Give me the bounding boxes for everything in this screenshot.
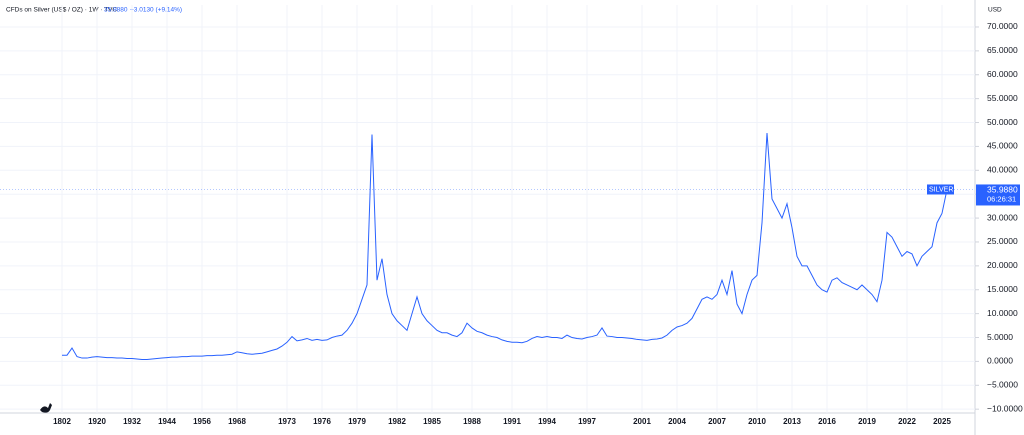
- y-tick-label: 0.0000: [987, 356, 1013, 366]
- price-tag-countdown: 06:26:31: [987, 194, 1016, 203]
- logo: [40, 403, 52, 413]
- y-tick-label: −10.0000: [987, 403, 1023, 413]
- x-tick-label: 1976: [313, 417, 331, 426]
- x-tick-label: 1994: [538, 417, 556, 426]
- y-tick-label: 15.0000: [987, 284, 1018, 294]
- y-tick-label: 65.0000: [987, 45, 1018, 55]
- y-tick-label: 30.0000: [987, 212, 1018, 222]
- x-tick-label: 1973: [278, 417, 296, 426]
- x-tick-label: 2019: [858, 417, 876, 426]
- price-line: [62, 133, 948, 360]
- x-tick-label: 2025: [933, 417, 951, 426]
- y-tick-label: 50.0000: [987, 117, 1018, 127]
- x-tick-label: 2010: [748, 417, 766, 426]
- y-tick-label: 25.0000: [987, 236, 1018, 246]
- x-tick-label: 1944: [158, 417, 176, 426]
- x-tick-label: 1932: [123, 417, 141, 426]
- x-tick-label: 2022: [898, 417, 916, 426]
- header: CFDs on Silver (US$ / OZ) · 1W · TVC 35.…: [6, 7, 182, 14]
- price-tag-name-bg: [927, 184, 954, 195]
- x-tick-label: 1979: [348, 417, 366, 426]
- x-tick-label: 1956: [193, 417, 211, 426]
- x-tick-label: 1997: [578, 417, 596, 426]
- grid: [0, 5, 975, 413]
- y-tick-label: 20.0000: [987, 260, 1018, 270]
- x-tick-label: 1920: [88, 417, 106, 426]
- x-tick-label: 1982: [388, 417, 406, 426]
- x-tick-label: 2013: [783, 417, 801, 426]
- axis-unit: USD: [988, 7, 1002, 14]
- y-tick-label: 10.0000: [987, 308, 1018, 318]
- x-tick-label: 2001: [633, 417, 651, 426]
- x-tick-label: 1968: [228, 417, 246, 426]
- y-tick-label: 55.0000: [987, 93, 1018, 103]
- y-tick-label: −5.0000: [987, 380, 1018, 390]
- x-tick-label: 2016: [818, 417, 836, 426]
- plot: [0, 133, 975, 360]
- x-tick-label: 1988: [463, 417, 481, 426]
- price: 35.9880: [104, 7, 128, 14]
- logo-icon: [40, 403, 52, 413]
- x-tick-label: 1802: [53, 417, 71, 426]
- x-tick-label: 2007: [708, 417, 726, 426]
- change: +3.0130 (+9.14%): [130, 7, 182, 14]
- y-tick-label: 5.0000: [987, 332, 1013, 342]
- y-tick-label: 70.0000: [987, 21, 1018, 31]
- x-tick-label: 1985: [423, 417, 441, 426]
- y-tick-label: 40.0000: [987, 165, 1018, 175]
- price-tag-price: 35.9880: [987, 185, 1018, 195]
- x-tick-label: 2004: [668, 417, 686, 426]
- price-tag-name: SILVER: [929, 186, 953, 193]
- price-tag-bg: [976, 184, 1020, 206]
- y-tick-label: 45.0000: [987, 141, 1018, 151]
- x-tick-label: 1991: [503, 417, 521, 426]
- y-tick-label: 60.0000: [987, 69, 1018, 79]
